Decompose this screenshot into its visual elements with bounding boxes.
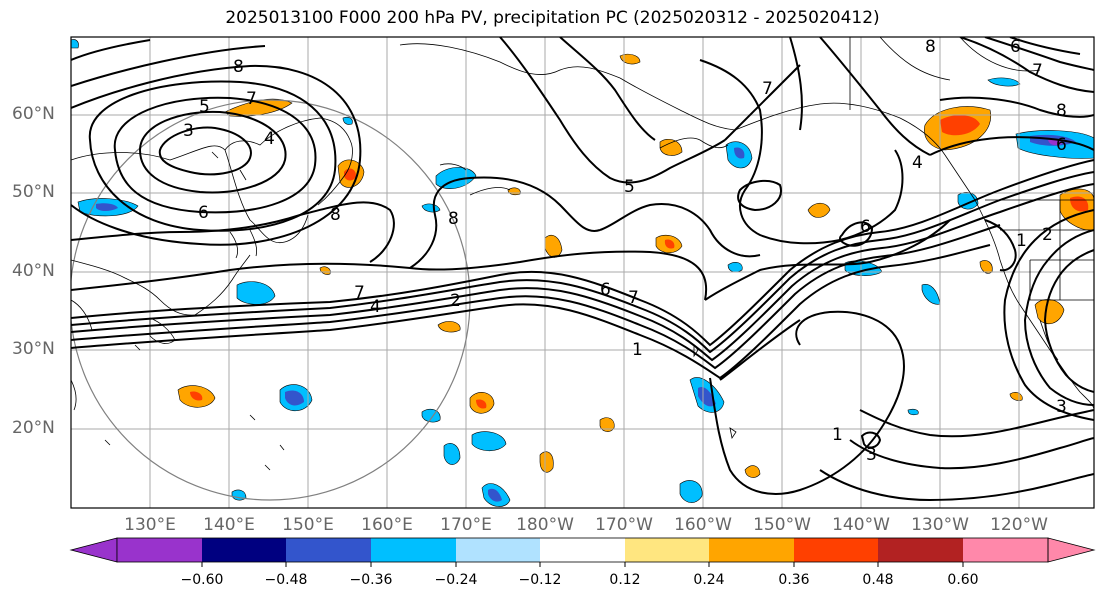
lon-label: 150°W	[753, 515, 811, 535]
map-border	[70, 36, 1095, 509]
graticule	[71, 37, 1094, 508]
colorbar-segment	[625, 538, 709, 562]
contour-label: 4	[912, 153, 923, 173]
colorbar-segment	[540, 538, 625, 562]
colorbar-segment	[794, 538, 878, 562]
colorbar-tick-label: 0.48	[862, 572, 894, 588]
contour-label: 4	[370, 297, 381, 317]
contour-label: 8	[330, 205, 341, 225]
contour-label: 7	[246, 89, 257, 109]
colorbar-extend-high	[1047, 537, 1096, 563]
contour-label: 6	[198, 203, 209, 223]
colorbar-segment	[963, 538, 1048, 562]
lon-label: 170°E	[440, 515, 492, 535]
colorbar-tick-label: 0.60	[947, 572, 979, 588]
lon-label: 140°E	[203, 515, 255, 535]
lat-label: 30°N	[12, 339, 55, 359]
contour-label: 1	[632, 340, 643, 360]
contour-label: 3	[866, 445, 877, 465]
colorbar-segment	[202, 538, 286, 562]
lon-label: 130°W	[911, 515, 969, 535]
lon-label: 170°W	[595, 515, 653, 535]
colorbar-tick-label: −0.36	[349, 572, 393, 588]
colorbar-tick-label: −0.12	[518, 572, 562, 588]
contour-label: 8	[1056, 101, 1067, 121]
pv-contours	[71, 37, 1094, 502]
lat-label: 40°N	[12, 261, 55, 281]
lat-label: 20°N	[12, 418, 55, 438]
contour-label: 6	[1010, 37, 1021, 57]
lon-label: 130°E	[124, 515, 176, 535]
contour-label: 7	[1032, 61, 1043, 81]
colorbar-segment	[286, 538, 371, 562]
colorbar-segment	[456, 538, 540, 562]
contour-label: 1	[1016, 231, 1027, 251]
contour-label: 4	[264, 129, 275, 149]
lon-label: 150°E	[282, 515, 334, 535]
colorbar-tick-label: −0.24	[434, 572, 478, 588]
colorbar-tick-label: −0.60	[180, 572, 224, 588]
contour-label: 7	[628, 288, 639, 308]
colorbar-segment	[878, 538, 963, 562]
colorbar-segment	[117, 538, 202, 562]
colorbar-segment	[709, 538, 794, 562]
colorbar-segment	[371, 538, 456, 562]
colorbar-extend-low	[69, 537, 118, 563]
colorbar-tick-label: 0.36	[778, 572, 810, 588]
lon-label: 180°W	[516, 515, 574, 535]
colorbar	[69, 537, 1096, 567]
contour-label: 6	[860, 217, 871, 237]
lon-label: 140°W	[832, 515, 890, 535]
colorbar-tick-label: 0.24	[693, 572, 725, 588]
contour-label: 3	[1056, 397, 1067, 417]
contour-label: 8	[925, 37, 936, 57]
lon-label: 120°W	[990, 515, 1048, 535]
colorbar-tick-label: 0.12	[609, 572, 641, 588]
contour-label: 6	[1056, 135, 1067, 155]
contour-label: 5	[624, 177, 635, 197]
contour-label: 5	[199, 97, 210, 117]
contour-label: 8	[448, 209, 459, 229]
map-title: 2025013100 F000 200 hPa PV, precipitatio…	[225, 8, 880, 28]
coastlines	[71, 37, 1094, 471]
contour-label: 2	[450, 291, 461, 311]
contour-label: 3	[183, 121, 194, 141]
colorbar-tick-label: −0.48	[264, 572, 308, 588]
contour-label: 7	[354, 283, 365, 303]
contour-label: 2	[1042, 225, 1053, 245]
contour-label: 8	[233, 57, 244, 77]
lat-label: 50°N	[12, 182, 55, 202]
lon-label: 160°E	[361, 515, 413, 535]
reference-circle	[71, 99, 471, 501]
contour-label: 6	[600, 280, 611, 300]
contour-label: 1	[832, 425, 843, 445]
lat-label: 60°N	[12, 104, 55, 124]
contour-label: 7	[762, 79, 773, 99]
precip-shading	[71, 39, 1094, 507]
lon-label: 160°W	[674, 515, 732, 535]
